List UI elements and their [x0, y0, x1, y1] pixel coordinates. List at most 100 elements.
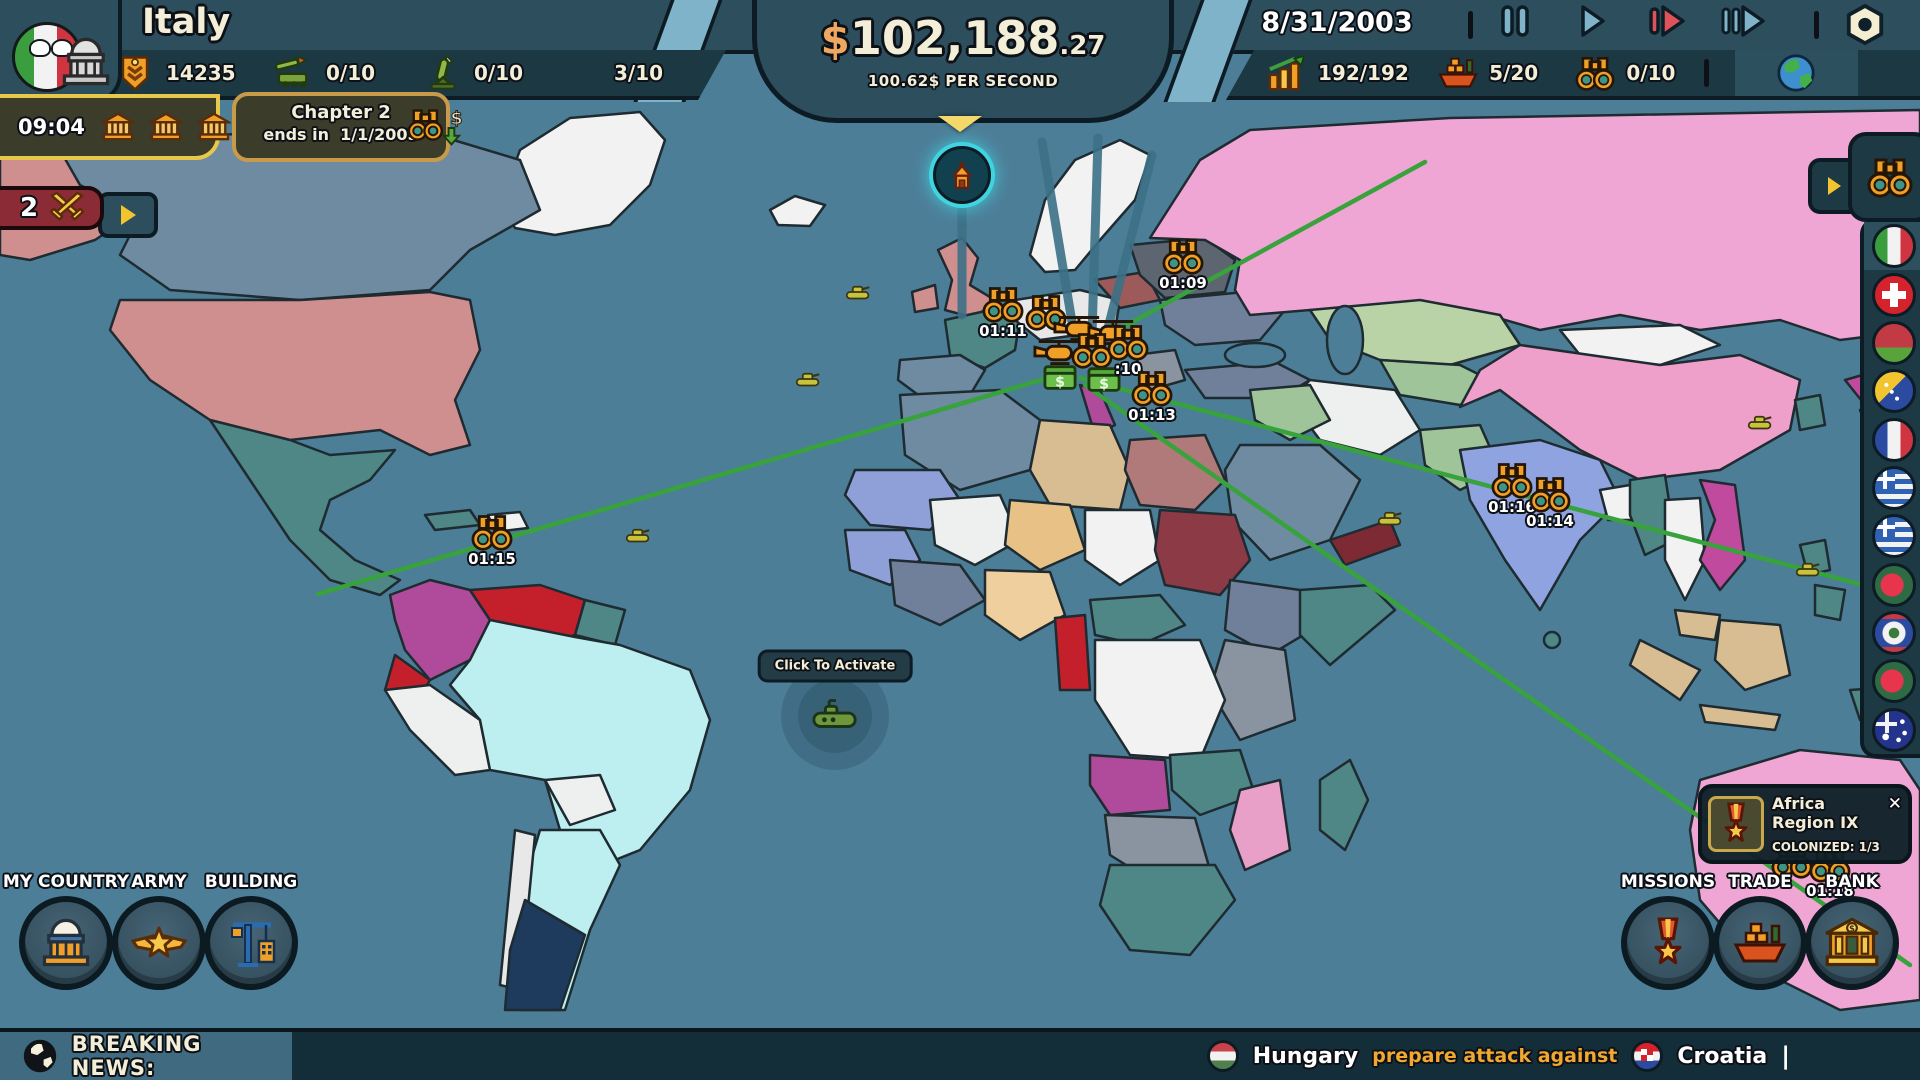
flag-row-switzerland[interactable]: [1864, 270, 1920, 318]
binoculars-marker[interactable]: 01:14: [1526, 474, 1574, 530]
bank-button[interactable]: [1805, 896, 1899, 990]
tank-marker[interactable]: [845, 283, 871, 305]
country-name: Italy: [142, 2, 231, 42]
greece-flag: [1872, 514, 1916, 559]
wars-badge[interactable]: 2: [0, 186, 104, 230]
bank-icon-group: [101, 112, 231, 142]
capitol-small-icon: [62, 37, 110, 86]
resource-binoculars[interactable]: 0/10: [1574, 54, 1703, 92]
chapter-title: Chapter 2: [291, 102, 391, 123]
tank-marker[interactable]: [795, 370, 821, 392]
beam-line: [1037, 137, 1080, 345]
flag-row-italy[interactable]: [1864, 222, 1920, 271]
news-action-text: prepare attack against: [1372, 1045, 1618, 1067]
resource-value: 0/10: [1626, 61, 1676, 85]
play-button[interactable]: [1568, 0, 1614, 42]
flag-row-bangladesh[interactable]: [1864, 657, 1920, 705]
binoculars-marker[interactable]: 01:15: [468, 512, 516, 568]
world-overview-button[interactable]: [1734, 50, 1858, 96]
wars-expand-tab[interactable]: [98, 192, 158, 238]
binoculars-icon: [1867, 158, 1913, 198]
bangladesh-flag: [1872, 562, 1916, 607]
church-icon: [952, 160, 972, 189]
france-flag: [1872, 417, 1916, 462]
menu-label-bank: BANK: [1825, 872, 1879, 892]
fast-forward-button[interactable]: [1644, 0, 1690, 42]
resource-missile[interactable]: 0/10: [422, 54, 562, 92]
resource-chart-up[interactable]: 192/192: [1266, 54, 1437, 92]
bangladesh-flag: [1872, 659, 1916, 704]
event-timer-panel[interactable]: 09:04: [0, 94, 231, 160]
resource-submarine[interactable]: 3/10: [562, 54, 692, 92]
menu-label-winged-star: ARMY: [131, 872, 187, 892]
news-globe-icon: [23, 1039, 57, 1073]
flag-row-greece[interactable]: [1864, 512, 1920, 560]
church-marker[interactable]: [933, 146, 991, 204]
flag-row-bangladesh[interactable]: [1864, 561, 1920, 609]
currency-symbol: $: [820, 15, 850, 64]
arrow-right-icon: [1827, 177, 1841, 195]
flag-row-greece[interactable]: [1864, 464, 1920, 512]
capitol-button[interactable]: [19, 896, 113, 990]
resource-value: 14235: [166, 61, 236, 85]
binoculars-marker[interactable]: 01:13: [1128, 368, 1176, 424]
crane-icon: [223, 917, 279, 969]
flag-row-france[interactable]: [1864, 415, 1920, 463]
separator: [1814, 11, 1819, 39]
chapter-deadline: ends in 1/1/2005: [263, 125, 419, 144]
tank-marker[interactable]: [1747, 413, 1773, 435]
winged-star-icon: [131, 917, 187, 969]
tank-marker[interactable]: [1377, 509, 1403, 531]
flag-row-belize[interactable]: [1864, 609, 1920, 657]
binoculars-marker[interactable]: 01:09: [1159, 236, 1207, 292]
continents[interactable]: [0, 108, 1920, 1012]
menu-label-capitol: MY COUNTRY: [2, 872, 130, 892]
news-cursor: |: [1781, 1042, 1790, 1070]
pause-button[interactable]: [1492, 0, 1538, 42]
flag-row-australia[interactable]: [1864, 706, 1920, 754]
binoculars-marker[interactable]: 01:18: [1806, 844, 1854, 900]
chapter-panel[interactable]: Chapter 2 ends in 1/1/2005: [232, 92, 464, 162]
news-bar: BREAKING NEWS: Hungary prepare attack ag…: [0, 1028, 1920, 1080]
cargo-ship-button[interactable]: [1713, 896, 1807, 990]
beacon-glow: [933, 146, 991, 204]
money-marker[interactable]: [1041, 362, 1079, 398]
missile-icon: [422, 54, 464, 92]
medal-button[interactable]: [1621, 896, 1715, 990]
money-amount: $102,188.27: [820, 11, 1106, 65]
winged-star-button[interactable]: [112, 896, 206, 990]
news-ticker: Hungary prepare attack against Croatia |: [1206, 1032, 1790, 1080]
resource-cargo-ship[interactable]: 5/20: [1437, 54, 1574, 92]
crossed-swords-icon: [49, 191, 85, 221]
settings-button[interactable]: [1842, 4, 1888, 46]
binoculars-icon: [1529, 477, 1571, 513]
fastest-forward-button[interactable]: [1720, 0, 1766, 42]
crane-button[interactable]: [204, 896, 298, 990]
flag-row-belarus[interactable]: [1864, 319, 1920, 367]
money-chevron-icon[interactable]: [938, 116, 982, 132]
resource-rank-badge[interactable]: 14235: [114, 54, 274, 92]
binoculars-marker[interactable]: 01:11: [979, 284, 1027, 340]
money-panel: $102,188.27 100.62$ PER SECOND: [752, 0, 1174, 123]
submarine-marker[interactable]: [781, 662, 889, 770]
tank-marker[interactable]: [1795, 560, 1821, 582]
region-close-icon[interactable]: ✕: [1887, 794, 1902, 814]
fast-forward-icon: [1649, 5, 1685, 37]
marker-timer: 01:18: [1806, 882, 1854, 900]
chart-up-icon: [1267, 54, 1307, 92]
region-medal-frame: [1708, 796, 1764, 852]
date-display: 8/31/2003: [1261, 7, 1413, 38]
italy-flag: [1872, 224, 1916, 269]
resource-rocket-launcher[interactable]: 0/10: [274, 54, 422, 92]
marker-timer: 01:16: [1488, 498, 1536, 516]
binoculars-marker[interactable]: 01:16: [1488, 460, 1536, 516]
news-label: BREAKING NEWS:: [71, 1032, 202, 1080]
binoculars-marker[interactable]: :10: [1106, 322, 1150, 378]
flag-row-bosnia[interactable]: [1864, 367, 1920, 415]
spy-list-tab[interactable]: [1848, 132, 1920, 222]
avatar-panel[interactable]: [0, 0, 122, 104]
beam-line: [1100, 150, 1157, 345]
cargo-ship-icon: [1734, 922, 1786, 963]
tank-marker[interactable]: [625, 526, 651, 548]
